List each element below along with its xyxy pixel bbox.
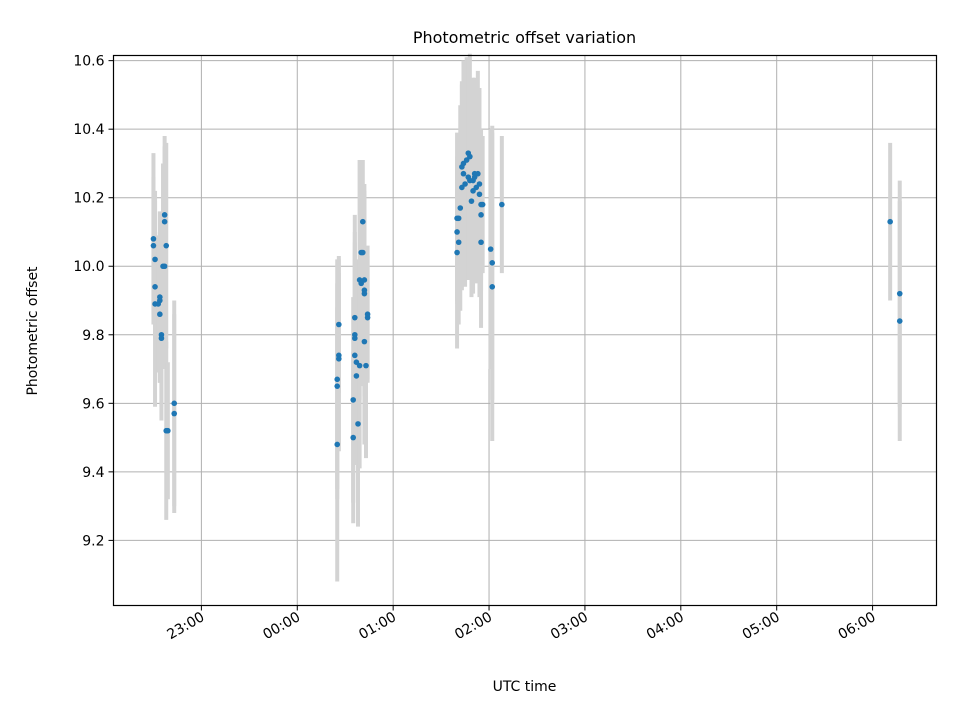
data-point [356, 362, 363, 369]
data-point [161, 263, 168, 270]
data-point [334, 376, 341, 383]
plot-frame [112, 54, 938, 607]
data-point [460, 170, 467, 177]
data-point [336, 321, 342, 328]
data-point [475, 170, 481, 177]
data-point [150, 236, 157, 242]
data-point [489, 284, 496, 290]
data-point [152, 284, 158, 290]
data-point [887, 218, 893, 225]
data-point [352, 352, 358, 359]
data-point [161, 218, 168, 225]
data-point [489, 260, 496, 266]
data-point [364, 311, 371, 318]
data-point [896, 318, 903, 324]
data-point [157, 311, 163, 318]
data-point [455, 239, 462, 246]
data-point [350, 397, 357, 403]
data-point [165, 427, 171, 434]
data-point [163, 242, 170, 249]
y-axis-label: Photometric offset [25, 266, 41, 396]
data-point [352, 335, 358, 342]
data-point [487, 246, 494, 252]
data-point [479, 201, 486, 208]
data-point [462, 181, 468, 187]
data-point [363, 362, 369, 369]
data-point [161, 212, 168, 218]
data-point [352, 314, 358, 321]
data-point [171, 410, 178, 417]
data-point [361, 338, 368, 345]
data-point [355, 421, 361, 427]
y-tick-label: 9.6 [82, 396, 104, 412]
y-tick-label: 10.6 [73, 54, 104, 70]
y-tick-label: 9.8 [82, 328, 104, 344]
data-point [478, 212, 484, 218]
data-point [353, 373, 360, 379]
data-point [359, 249, 366, 256]
y-tick-label: 9.4 [82, 465, 104, 481]
data-point [499, 201, 505, 208]
data-point [157, 297, 163, 304]
data-point [896, 290, 903, 297]
x-axis-label: UTC time [493, 679, 557, 695]
data-point [158, 335, 165, 342]
data-point [336, 355, 342, 362]
y-axis: 9.2 9.4 9.6 9.8 10.0 10.2 10.4 10.6 [73, 54, 114, 549]
data-point [454, 229, 460, 235]
data-point [478, 239, 484, 246]
data-point [350, 434, 357, 441]
data-point [334, 383, 341, 389]
data-point [152, 256, 158, 263]
data-point [150, 242, 157, 249]
data-point [171, 400, 178, 407]
data-point [476, 181, 483, 187]
data-point [457, 205, 464, 211]
data-point [334, 441, 341, 448]
data-point [468, 198, 475, 204]
y-tick-label: 10.0 [73, 259, 104, 275]
y-tick-label: 9.2 [82, 533, 104, 549]
data-point [361, 277, 368, 283]
data-points [150, 150, 903, 448]
data-point [454, 249, 460, 256]
data-point [467, 153, 473, 160]
data-point [455, 215, 462, 222]
y-tick-label: 10.4 [73, 122, 104, 138]
data-point [361, 290, 368, 297]
grid-lines [113, 55, 937, 606]
chart-title: Photometric offset variation [413, 28, 636, 47]
y-tick-label: 10.2 [73, 191, 104, 207]
data-point [476, 191, 483, 198]
data-point [359, 218, 366, 225]
